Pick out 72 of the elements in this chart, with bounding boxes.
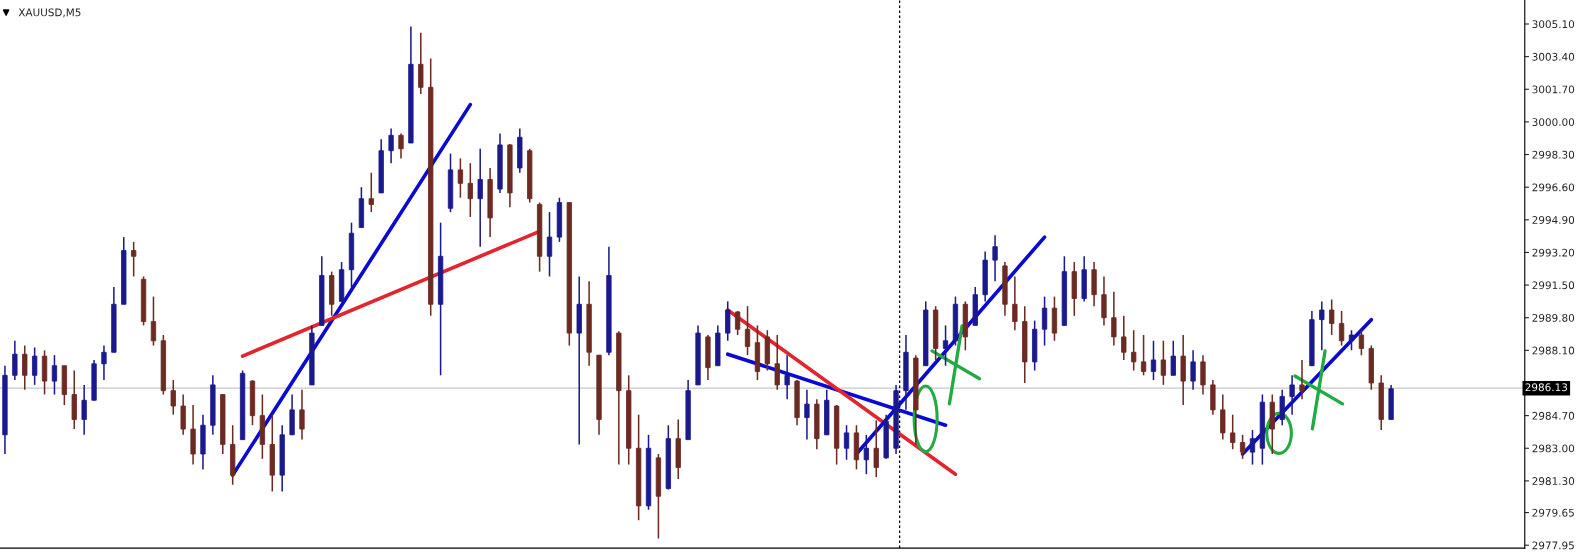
candlestick	[1150, 339, 1157, 381]
candlestick	[1329, 298, 1335, 336]
y-tick-label: 2977.95	[1532, 541, 1574, 550]
candlestick	[1170, 339, 1176, 377]
candlestick	[131, 241, 137, 278]
candlestick	[81, 384, 87, 436]
candlestick	[388, 127, 394, 164]
y-tick-label: 3000.00	[1532, 118, 1575, 127]
candlestick	[1111, 291, 1117, 347]
ref-line-label: 2986.13	[1525, 383, 1568, 392]
candlestick	[1012, 275, 1018, 331]
y-tick-label: 2994.90	[1532, 216, 1575, 224]
text: XAUUSD,M5	[18, 8, 81, 18]
candlestick	[418, 31, 424, 95]
candlestick	[368, 172, 374, 213]
candlestick	[51, 354, 58, 396]
candlestick	[1131, 329, 1137, 372]
candlestick	[1279, 388, 1285, 426]
candlestick	[22, 344, 28, 391]
candlestick	[1140, 334, 1147, 377]
candlestick	[1239, 434, 1246, 460]
y-tick-label: 3003.40	[1532, 52, 1575, 61]
candlestick	[477, 148, 483, 248]
candlestick	[1348, 329, 1355, 352]
candlestick	[398, 132, 404, 160]
candlestick	[744, 305, 751, 356]
y-tick-label: 2991.50	[1532, 281, 1575, 290]
y-tick-label: 2993.20	[1532, 248, 1575, 257]
candlestick	[1160, 339, 1167, 386]
y-tick-label: 2998.30	[1532, 150, 1575, 159]
candlestick	[1230, 413, 1236, 450]
y-tick-label: 2996.60	[1532, 183, 1575, 192]
candlestick	[180, 393, 186, 436]
y-tick-label: 2983.00	[1532, 444, 1575, 453]
y-tick-label: 2989.80	[1532, 313, 1575, 322]
candlestick	[992, 234, 998, 283]
y-tick-label: 2984.70	[1532, 411, 1575, 420]
candlestick	[1190, 349, 1196, 391]
y-tick-label: 3005.10	[1532, 20, 1575, 29]
candlestick	[1289, 374, 1295, 416]
candlestick	[942, 324, 949, 367]
candlestick	[546, 211, 553, 278]
candlestick	[843, 424, 850, 461]
candlestick	[1101, 275, 1107, 327]
candlestick	[1319, 300, 1325, 352]
candlestick	[299, 388, 305, 441]
y-tick-label: 2981.30	[1532, 477, 1575, 485]
candlestick	[863, 434, 869, 475]
candlestick	[1249, 429, 1256, 466]
candlestick	[1041, 295, 1048, 347]
y-tick-label: 2979.65	[1532, 508, 1574, 517]
candlestick	[457, 157, 464, 199]
candlestick	[784, 354, 790, 401]
candlestick	[467, 162, 473, 218]
y-tick-label: 3001.70	[1532, 85, 1575, 94]
candlestick	[1358, 329, 1365, 356]
candlestick	[725, 300, 731, 342]
candlestick	[1299, 359, 1305, 401]
candlestick	[873, 419, 879, 478]
candlestick	[774, 334, 780, 391]
candlestick	[32, 346, 38, 386]
candlestick	[1220, 393, 1226, 441]
candlestick	[734, 310, 741, 336]
y-tick-label: 2988.10	[1532, 346, 1575, 355]
candlestick	[1121, 315, 1127, 361]
candlestick	[804, 388, 810, 441]
candlestick	[1338, 310, 1345, 347]
candlestick	[12, 339, 18, 381]
candlestick	[170, 379, 176, 416]
candlestick	[101, 344, 107, 381]
candlestick	[150, 295, 157, 347]
candlestick	[1200, 354, 1206, 396]
